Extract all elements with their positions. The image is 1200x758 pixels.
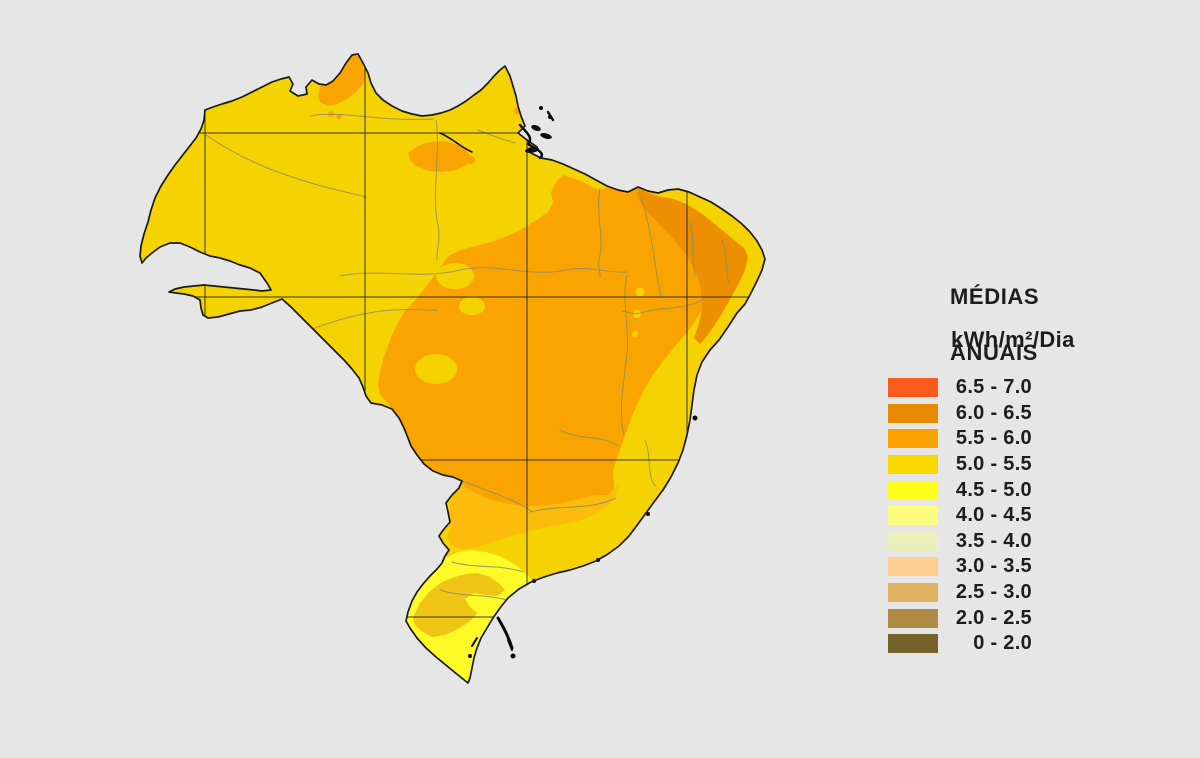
legend-label: 4.0 - 4.5 — [955, 504, 1032, 527]
state-borders — [205, 113, 730, 603]
legend: 6.5 - 7.0 6.0 - 6.5 5.5 - 6.0 5.0 - 5.5 … — [888, 375, 1032, 657]
legend-row: 4.0 - 4.5 — [888, 503, 1032, 529]
region-orange-5.5-6.0 — [378, 175, 727, 506]
legend-row: 2.5 - 3.0 — [888, 580, 1032, 606]
legend-label: 4.5 - 5.0 — [955, 478, 1032, 501]
legend-row: 3.5 - 4.0 — [888, 529, 1032, 555]
legend-swatch — [888, 455, 938, 475]
legend-label: 0 - 2.0 — [973, 632, 1032, 655]
region-deep-orange-6.0-6.5 — [637, 188, 748, 344]
region-gold-inlets — [415, 263, 645, 384]
legend-swatch — [888, 583, 938, 603]
legend-row: 6.5 - 7.0 — [888, 375, 1032, 401]
legend-label: 3.0 - 3.5 — [955, 555, 1032, 578]
region-rs-interior — [413, 573, 505, 637]
legend-swatch — [888, 480, 938, 500]
legend-label: 6.5 - 7.0 — [955, 376, 1032, 399]
legend-swatch — [888, 429, 938, 449]
legend-swatch — [888, 608, 938, 628]
legend-swatch — [888, 634, 938, 654]
legend-row: 5.5 - 6.0 — [888, 426, 1032, 452]
water-feature-islands — [468, 106, 698, 659]
legend-label: 5.0 - 5.5 — [955, 453, 1032, 476]
legend-swatch — [888, 378, 938, 398]
region-small-orange-dots — [328, 107, 521, 164]
legend-label: 3.5 - 4.0 — [955, 529, 1032, 552]
region-para-orange — [408, 141, 471, 172]
legend-swatch — [888, 557, 938, 577]
legend-swatch — [888, 531, 938, 551]
water-features — [439, 110, 555, 651]
legend-swatch — [888, 506, 938, 526]
legend-label: 2.0 - 2.5 — [955, 606, 1032, 629]
legend-row: 2.0 - 2.5 — [888, 605, 1032, 631]
region-amber-band — [447, 484, 618, 549]
legend-row: 4.5 - 5.0 — [888, 477, 1032, 503]
legend-row: 0 - 2.0 — [888, 631, 1032, 657]
legend-title-line2: ANUAIS — [950, 340, 1038, 365]
region-roraima-orange — [318, 56, 366, 106]
legend-label: 6.0 - 6.5 — [955, 401, 1032, 424]
legend-row: 6.0 - 6.5 — [888, 401, 1032, 427]
legend-label: 2.5 - 3.0 — [955, 581, 1032, 604]
legend-label: 5.5 - 6.0 — [955, 427, 1032, 450]
legend-row: 3.0 - 3.5 — [888, 554, 1032, 580]
legend-title-line1: MÉDIAS — [950, 284, 1040, 309]
legend-title: MÉDIAS ANUAIS — [950, 255, 1039, 395]
legend-unit-label: kWh/m²/Dia — [951, 327, 1075, 352]
legend-swatch — [888, 403, 938, 423]
legend-row: 5.0 - 5.5 — [888, 452, 1032, 478]
